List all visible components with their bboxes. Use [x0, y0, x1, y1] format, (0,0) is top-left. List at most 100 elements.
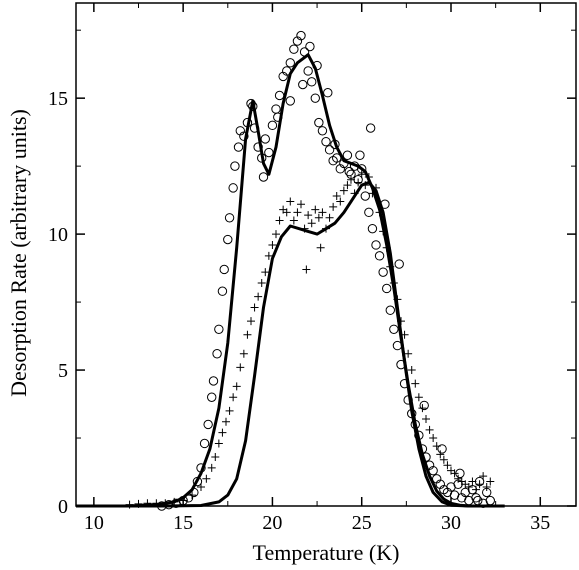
- y-tick-label: 5: [58, 360, 68, 382]
- circle-data-point: [233, 142, 244, 152]
- plus-data-point: [282, 208, 291, 217]
- plus-data-point: [254, 292, 263, 301]
- plus-data-point: [307, 219, 316, 228]
- circle-data-point: [217, 286, 228, 296]
- circle-data-point: [314, 117, 324, 128]
- circle-data-point: [321, 136, 331, 147]
- plus-data-point: [318, 208, 327, 217]
- plus-data-point: [211, 453, 220, 462]
- plus-data-point: [304, 211, 313, 220]
- plus-data-point: [232, 382, 241, 391]
- model-curve-1: [76, 53, 505, 508]
- x-axis-title: Temperature (K): [253, 540, 400, 565]
- plus-data-point: [239, 349, 248, 358]
- circle-data-point: [365, 123, 376, 133]
- plot-frame: [75, 2, 577, 507]
- plus-data-point: [343, 181, 352, 190]
- circle-data-point: [208, 376, 219, 386]
- circle-data-point: [235, 126, 245, 136]
- x-tick-label: 10: [84, 512, 104, 534]
- plus-data-point: [329, 202, 338, 211]
- plus-data-point: [243, 330, 252, 339]
- circle-data-point: [360, 191, 370, 201]
- circle-data-point: [219, 264, 229, 275]
- plus-data-point: [297, 200, 305, 209]
- circle-data-point: [228, 183, 238, 193]
- circle-data-point: [298, 79, 308, 90]
- circle-data-point: [385, 305, 395, 315]
- circle-data-point: [394, 259, 404, 269]
- plus-data-point: [225, 406, 234, 415]
- y-axis-title: Desorption Rate (arbitrary units): [6, 109, 31, 397]
- circle-data-point: [378, 267, 388, 277]
- plus-data-point: [357, 170, 366, 179]
- circle-data-point: [260, 134, 270, 144]
- circle-data-point: [239, 131, 249, 141]
- model-curve-2: [76, 180, 505, 508]
- plus-data-point: [214, 439, 223, 448]
- circle-data-point: [230, 161, 240, 171]
- plus-data-point: [272, 230, 280, 239]
- plus-data-point: [202, 474, 211, 483]
- y-tick-label: 0: [58, 496, 68, 518]
- circle-data-point: [310, 93, 320, 103]
- circle-data-point: [364, 207, 374, 218]
- plus-data-point: [218, 428, 227, 437]
- circle-data-point: [374, 251, 385, 261]
- circle-data-point: [367, 223, 378, 234]
- circle-data-point: [264, 147, 274, 158]
- plus-data-point: [197, 482, 205, 491]
- axes: 10 15 20 25 30 35 0 5 10 15: [48, 2, 577, 534]
- circle-data-point: [473, 495, 483, 506]
- plus-data-point: [347, 175, 355, 184]
- plus-data-point: [414, 393, 423, 402]
- plus-data-point: [332, 192, 341, 201]
- circle-data-point: [207, 392, 217, 402]
- x-tick-label: 30: [441, 512, 461, 534]
- plus-data-point: [404, 349, 413, 358]
- circle-data-point: [323, 88, 333, 98]
- plus-data-point: [275, 216, 284, 225]
- plot-area: [76, 30, 505, 511]
- plus-data-point: [261, 268, 270, 277]
- circle-data-point: [437, 444, 447, 454]
- circle-data-point: [214, 324, 224, 334]
- circle-data-point: [285, 58, 295, 68]
- plus-data-point: [472, 485, 480, 494]
- plus-data-point: [264, 251, 273, 260]
- circle-data-point: [278, 71, 288, 82]
- plus-data-point: [407, 366, 416, 375]
- plus-data-point: [486, 477, 495, 486]
- plus-data-point: [479, 472, 488, 481]
- circle-data-point: [253, 142, 263, 152]
- plus-data-point: [475, 480, 484, 489]
- circle-data-point: [344, 166, 354, 177]
- circle-data-point: [223, 234, 233, 245]
- plus-data-point: [464, 482, 473, 491]
- circle-data-point: [271, 104, 281, 114]
- circle-data-point: [267, 120, 278, 131]
- circle-data-point: [419, 400, 429, 411]
- plus-data-point: [314, 213, 323, 222]
- plus-data-point: [418, 404, 427, 413]
- plus-data-point: [468, 477, 477, 486]
- plus-data-point: [316, 243, 325, 252]
- circle-data-point: [324, 145, 335, 155]
- plus-data-point: [250, 303, 259, 312]
- plus-data-point: [289, 216, 298, 225]
- plus-data-point: [236, 363, 245, 372]
- circle-data-point: [274, 90, 285, 101]
- circle-data-point: [335, 164, 345, 174]
- circle-data-point: [305, 41, 315, 52]
- y-tick-label: 10: [48, 224, 68, 246]
- circle-data-point: [355, 150, 365, 160]
- plus-data-point: [354, 178, 363, 187]
- plus-data-point: [432, 442, 441, 451]
- circle-data-point: [289, 44, 299, 54]
- circle-data-point: [371, 240, 381, 250]
- circle-data-point: [258, 172, 269, 182]
- circle-data-point: [199, 438, 210, 449]
- plus-data-point: [429, 434, 438, 443]
- circle-data-point: [485, 495, 495, 506]
